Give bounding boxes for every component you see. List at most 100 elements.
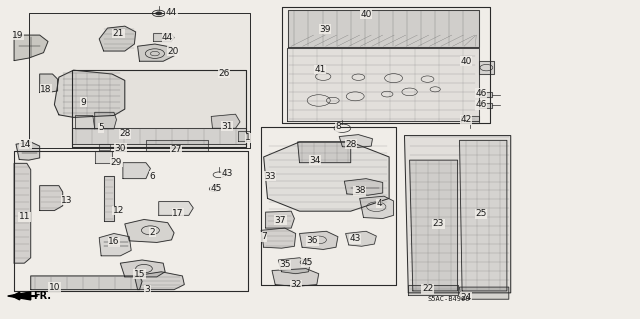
Polygon shape [264, 142, 389, 211]
Text: 21: 21 [113, 29, 124, 38]
Polygon shape [461, 116, 479, 123]
Text: 42: 42 [460, 115, 472, 124]
Polygon shape [159, 202, 193, 215]
Polygon shape [146, 140, 208, 151]
Polygon shape [460, 140, 507, 291]
Polygon shape [95, 151, 112, 163]
Text: 7: 7 [261, 232, 266, 241]
Polygon shape [479, 92, 492, 97]
Text: 8: 8 [335, 122, 340, 131]
Polygon shape [479, 61, 494, 74]
Text: 5: 5 [99, 123, 104, 132]
Polygon shape [40, 74, 58, 93]
Polygon shape [14, 35, 48, 61]
Text: 28: 28 [345, 140, 356, 149]
Polygon shape [339, 135, 372, 147]
Polygon shape [410, 160, 458, 291]
Text: 14: 14 [20, 140, 31, 149]
Text: 32: 32 [290, 280, 301, 289]
Text: 34: 34 [309, 156, 321, 165]
Text: 37: 37 [275, 216, 286, 225]
Text: 22: 22 [422, 284, 433, 293]
Text: 15: 15 [134, 270, 145, 279]
Text: 19: 19 [12, 31, 24, 40]
Text: 45: 45 [301, 258, 313, 267]
Text: 27: 27 [170, 145, 182, 154]
Text: FR.: FR. [33, 291, 51, 301]
Polygon shape [72, 70, 246, 147]
Polygon shape [300, 231, 338, 249]
Polygon shape [8, 292, 31, 300]
Text: 26: 26 [218, 69, 230, 78]
Text: 24: 24 [460, 293, 472, 302]
Polygon shape [138, 44, 174, 61]
Polygon shape [404, 136, 511, 293]
Polygon shape [154, 33, 174, 41]
Text: 43: 43 [349, 234, 361, 243]
Text: 40: 40 [360, 10, 372, 19]
Polygon shape [479, 103, 492, 108]
Polygon shape [31, 276, 142, 290]
Text: 44: 44 [162, 33, 173, 42]
Text: 18: 18 [40, 85, 52, 94]
Text: 23: 23 [433, 219, 444, 228]
Polygon shape [14, 163, 31, 263]
Polygon shape [261, 228, 296, 248]
Polygon shape [346, 231, 376, 246]
Polygon shape [120, 260, 165, 277]
Text: 31: 31 [221, 122, 233, 130]
Text: 3: 3 [145, 285, 150, 294]
Polygon shape [95, 112, 116, 129]
Polygon shape [460, 287, 509, 299]
Text: 2: 2 [150, 228, 155, 237]
Text: 16: 16 [108, 237, 120, 246]
Polygon shape [76, 115, 95, 129]
Text: 28: 28 [119, 130, 131, 138]
Polygon shape [360, 196, 394, 219]
Text: 44: 44 [166, 8, 177, 17]
Text: S5AC-B4900: S5AC-B4900 [428, 296, 470, 302]
Text: 30: 30 [115, 144, 126, 153]
Polygon shape [16, 142, 40, 160]
Polygon shape [104, 176, 114, 221]
Polygon shape [272, 269, 319, 286]
Text: 17: 17 [172, 209, 184, 218]
Text: 29: 29 [111, 158, 122, 167]
Polygon shape [408, 285, 458, 295]
Polygon shape [40, 186, 63, 211]
Text: 33: 33 [264, 172, 276, 181]
Polygon shape [287, 48, 479, 121]
Text: 43: 43 [221, 169, 233, 178]
Circle shape [156, 12, 162, 15]
Text: 9: 9 [81, 98, 86, 107]
Text: 6: 6 [150, 172, 155, 181]
Polygon shape [278, 258, 310, 274]
Text: 4: 4 [376, 199, 381, 208]
Polygon shape [125, 219, 174, 242]
Polygon shape [99, 144, 110, 150]
Text: 38: 38 [354, 186, 365, 195]
Text: 40: 40 [460, 57, 472, 66]
Polygon shape [344, 179, 383, 195]
Polygon shape [123, 163, 150, 179]
Text: 46: 46 [476, 100, 487, 109]
Text: 36: 36 [307, 236, 318, 245]
Text: 1: 1 [246, 133, 251, 142]
Polygon shape [211, 114, 240, 128]
Text: 45: 45 [211, 184, 222, 193]
Polygon shape [72, 128, 246, 144]
Polygon shape [134, 272, 184, 290]
Polygon shape [238, 131, 250, 141]
Text: 20: 20 [167, 47, 179, 56]
Polygon shape [29, 13, 250, 148]
Polygon shape [266, 211, 294, 228]
Text: 11: 11 [19, 212, 30, 221]
Polygon shape [288, 10, 479, 47]
Text: 10: 10 [49, 283, 60, 292]
Text: 25: 25 [476, 209, 487, 218]
Polygon shape [54, 70, 125, 117]
Text: 13: 13 [61, 196, 73, 205]
Text: 12: 12 [113, 206, 124, 215]
Polygon shape [99, 26, 136, 51]
Polygon shape [99, 234, 131, 256]
